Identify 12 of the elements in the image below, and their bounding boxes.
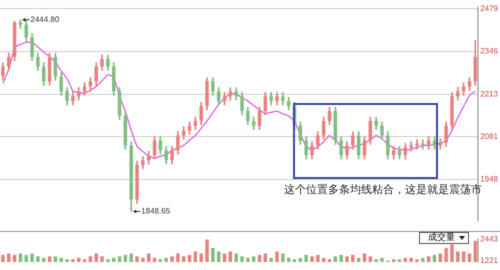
annotation: 成交量 [428, 232, 455, 244]
y-tick-label: 2346 [480, 46, 499, 56]
annotation: 这个位置多条均线粘合，这是就是震荡市 [284, 182, 482, 196]
y-tick-label: 2443 [480, 234, 499, 244]
annotation: 2444.80 [30, 14, 60, 24]
annotation: 1848.65 [141, 206, 171, 216]
y-tick-label: 2213 [480, 89, 499, 98]
y-tick-label: 2081 [480, 132, 499, 141]
y-tick-label: 1221 [480, 256, 499, 265]
y-tick-label: 1948 [480, 174, 499, 184]
y-tick-label: 2479 [480, 4, 499, 13]
candlestick [415, 139, 419, 150]
